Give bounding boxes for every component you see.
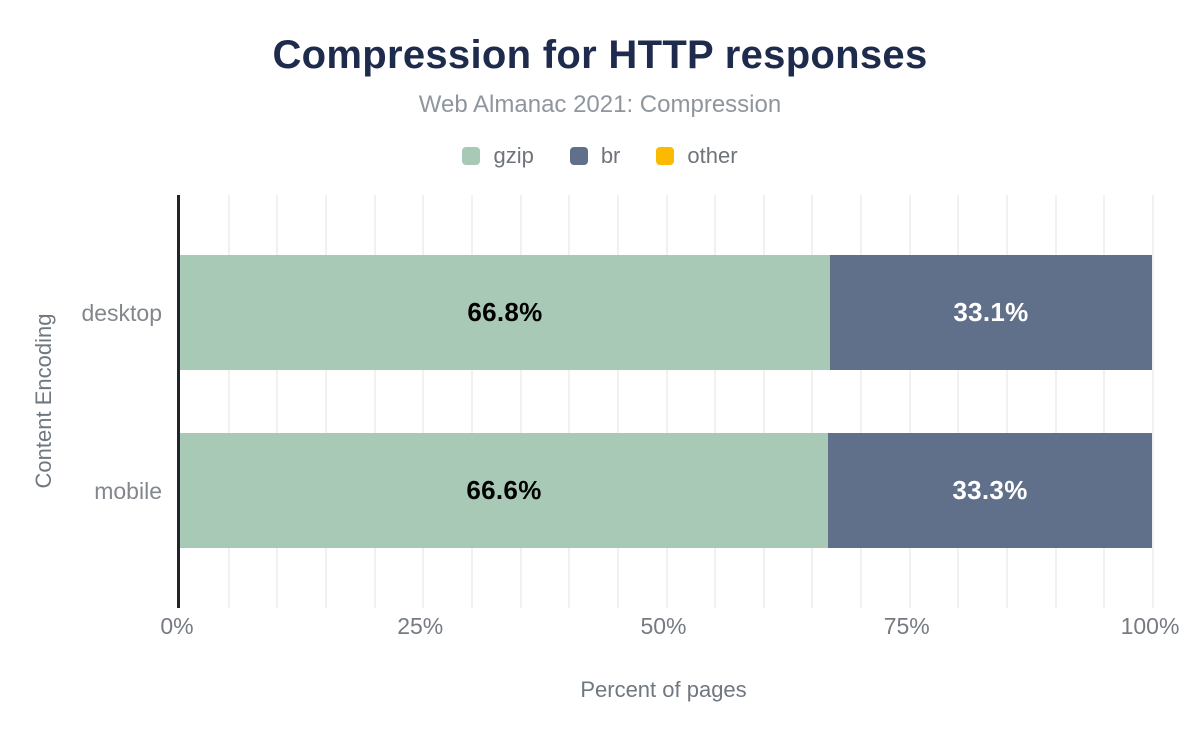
x-axis-title: Percent of pages xyxy=(580,677,747,702)
gridline xyxy=(616,195,619,608)
gridline xyxy=(1152,195,1154,608)
gridline xyxy=(1054,195,1057,608)
gridline xyxy=(568,195,571,608)
x-tick-label-100: 100% xyxy=(1120,613,1180,639)
gridline xyxy=(324,195,327,608)
gridline xyxy=(665,195,668,608)
gridline xyxy=(276,195,279,608)
bar-row-desktop: 66.8% 33.1% xyxy=(180,255,1153,370)
x-tick-label-25: 25% xyxy=(397,613,444,639)
bar-value-label: 66.6% xyxy=(466,475,542,505)
legend: gzip br other xyxy=(0,143,1200,169)
bar-segment-mobile-br[interactable]: 33.3% xyxy=(828,433,1153,548)
bar-segment-desktop-gzip[interactable]: 66.8% xyxy=(180,255,830,370)
bar-value-label: 33.3% xyxy=(952,475,1028,505)
gridline xyxy=(519,195,522,608)
chart-subtitle: Web Almanac 2021: Compression xyxy=(418,91,782,118)
gridline xyxy=(811,195,814,608)
gridline xyxy=(860,195,863,608)
plot-area: 66.8% 33.1% 66.6% 33.3% desktop mobile xyxy=(81,195,1154,608)
chart-title: Compression for HTTP responses xyxy=(272,33,928,77)
gridline xyxy=(1006,195,1009,608)
category-label-mobile: mobile xyxy=(94,477,162,504)
legend-label-br: br xyxy=(600,143,621,168)
gridline xyxy=(422,195,425,608)
bar-segment-desktop-br[interactable]: 33.1% xyxy=(829,255,1153,370)
legend-swatch-br xyxy=(569,147,588,165)
gridline xyxy=(1103,195,1106,608)
gridline xyxy=(714,195,717,608)
gridline xyxy=(762,195,765,608)
legend-label-gzip: gzip xyxy=(493,143,534,168)
legend-swatch-gzip xyxy=(462,147,481,165)
legend-item-gzip[interactable]: gzip xyxy=(462,143,534,169)
category-label-desktop: desktop xyxy=(81,299,162,326)
legend-item-br[interactable]: br xyxy=(569,143,621,169)
bar-segment-mobile-gzip[interactable]: 66.6% xyxy=(180,433,829,548)
x-tick-label-0: 0% xyxy=(160,613,194,639)
x-tick-label-50: 50% xyxy=(640,613,687,639)
gridline xyxy=(227,195,230,608)
bar-value-label: 33.1% xyxy=(953,297,1029,327)
gridline xyxy=(470,195,473,608)
x-tick-label-75: 75% xyxy=(883,613,930,639)
gridline xyxy=(908,195,911,608)
x-ticks: 0% 25% 50% 75% 100% xyxy=(160,613,1179,643)
y-axis-title: Content Encoding xyxy=(31,313,56,489)
legend-item-other[interactable]: other xyxy=(656,143,738,169)
legend-swatch-other xyxy=(656,147,675,165)
bar-value-label: 66.8% xyxy=(467,297,543,327)
gridline xyxy=(957,195,960,608)
bar-row-mobile: 66.6% 33.3% xyxy=(180,433,1153,548)
legend-label-other: other xyxy=(687,143,738,168)
gridline xyxy=(373,195,376,608)
